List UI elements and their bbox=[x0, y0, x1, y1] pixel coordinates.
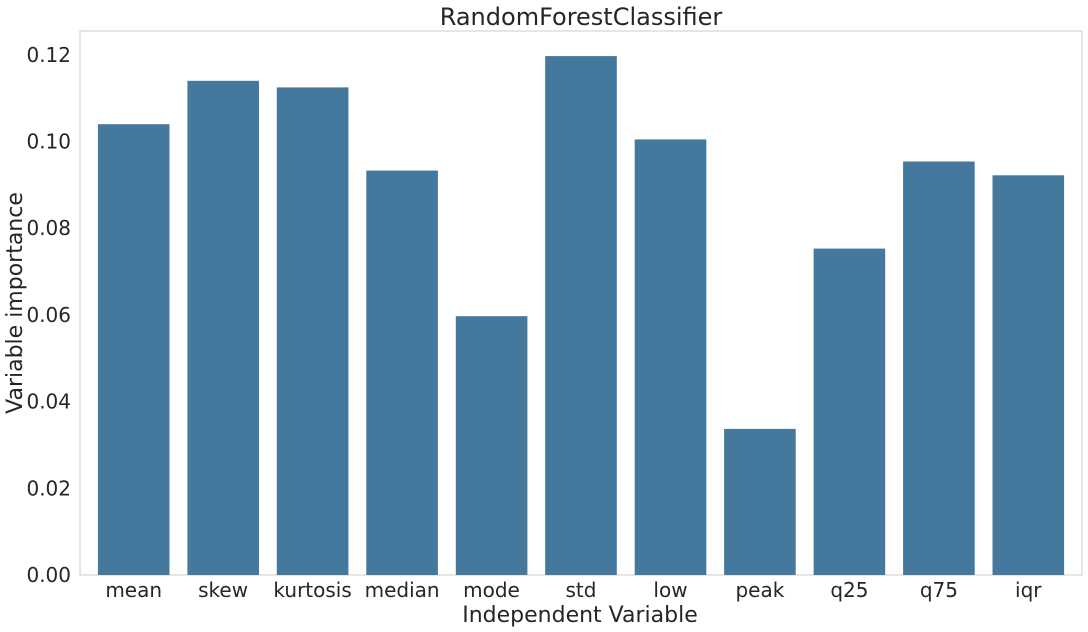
x-axis-ticks: mean skew kurtosis median mode std low peak q25 q… bbox=[105, 578, 1042, 602]
chart-title: RandomForestClassifier bbox=[440, 3, 723, 31]
bar-peak bbox=[724, 428, 796, 575]
x-axis-label: Independent Variable bbox=[462, 603, 698, 628]
x-tick-label: mean bbox=[105, 578, 162, 602]
bar-q75 bbox=[903, 161, 975, 575]
bar-low bbox=[634, 139, 707, 575]
x-tick-label: peak bbox=[735, 578, 784, 602]
y-axis-label: Variable importance bbox=[3, 192, 28, 414]
bar-kurtosis bbox=[276, 87, 349, 576]
y-tick-label: 0.02 bbox=[26, 476, 71, 500]
bar-mode bbox=[455, 316, 528, 575]
y-tick-label: 0.00 bbox=[26, 563, 71, 587]
y-axis-ticks: 0.00 0.02 0.04 0.06 0.08 0.10 0.12 bbox=[26, 43, 71, 587]
y-tick-label: 0.06 bbox=[26, 303, 71, 327]
bar-mean bbox=[97, 124, 170, 575]
x-tick-label: q75 bbox=[920, 578, 958, 602]
y-tick-label: 0.10 bbox=[26, 130, 71, 154]
x-tick-label: low bbox=[653, 578, 687, 602]
x-tick-label: iqr bbox=[1015, 578, 1042, 602]
x-tick-label: mode bbox=[463, 578, 520, 602]
bar-median bbox=[366, 170, 438, 575]
x-tick-label: median bbox=[365, 578, 440, 602]
x-tick-label: kurtosis bbox=[273, 578, 351, 602]
bar-q25 bbox=[813, 248, 886, 575]
y-tick-label: 0.12 bbox=[26, 43, 71, 67]
bar-std bbox=[545, 56, 617, 576]
x-tick-label: skew bbox=[198, 578, 248, 602]
bar-iqr bbox=[992, 175, 1065, 576]
y-tick-label: 0.04 bbox=[26, 390, 71, 414]
bar-skew bbox=[187, 80, 259, 576]
x-tick-label: std bbox=[566, 578, 597, 602]
y-tick-label: 0.08 bbox=[26, 216, 71, 240]
x-tick-label: q25 bbox=[830, 578, 868, 602]
bars-group bbox=[97, 56, 1065, 576]
